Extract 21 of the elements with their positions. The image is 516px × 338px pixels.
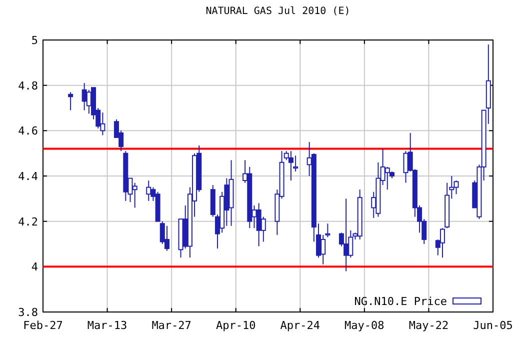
- y-tick-label: 3.8: [18, 306, 38, 319]
- legend-label: NG.N10.E Price: [354, 295, 447, 308]
- candlestick: [68, 92, 74, 111]
- candlestick: [146, 180, 152, 202]
- x-tick-label: Feb-27: [23, 319, 63, 332]
- x-tick-label: May-08: [344, 319, 384, 332]
- x-tick-label: Apr-24: [280, 319, 320, 332]
- x-tick-label: Mar-13: [87, 319, 128, 332]
- candlestick: [82, 82, 87, 111]
- y-tick-label: 4.8: [18, 79, 38, 92]
- x-tick-label: May-22: [408, 319, 449, 332]
- candlestick: [164, 225, 170, 252]
- x-tick-label: Jun-05: [473, 319, 513, 332]
- y-tick-label: 4.6: [18, 124, 38, 138]
- y-tick-label: 4.2: [18, 215, 38, 228]
- x-tick-label: Mar-27: [152, 319, 192, 332]
- y-tick-label: 5: [31, 34, 38, 47]
- y-tick-label: 4: [31, 260, 38, 274]
- x-tick-label: Apr-10: [216, 319, 256, 332]
- y-tick-label: 4.4: [18, 170, 38, 183]
- chart-title: NATURAL GAS Jul 2010 (E): [206, 6, 350, 17]
